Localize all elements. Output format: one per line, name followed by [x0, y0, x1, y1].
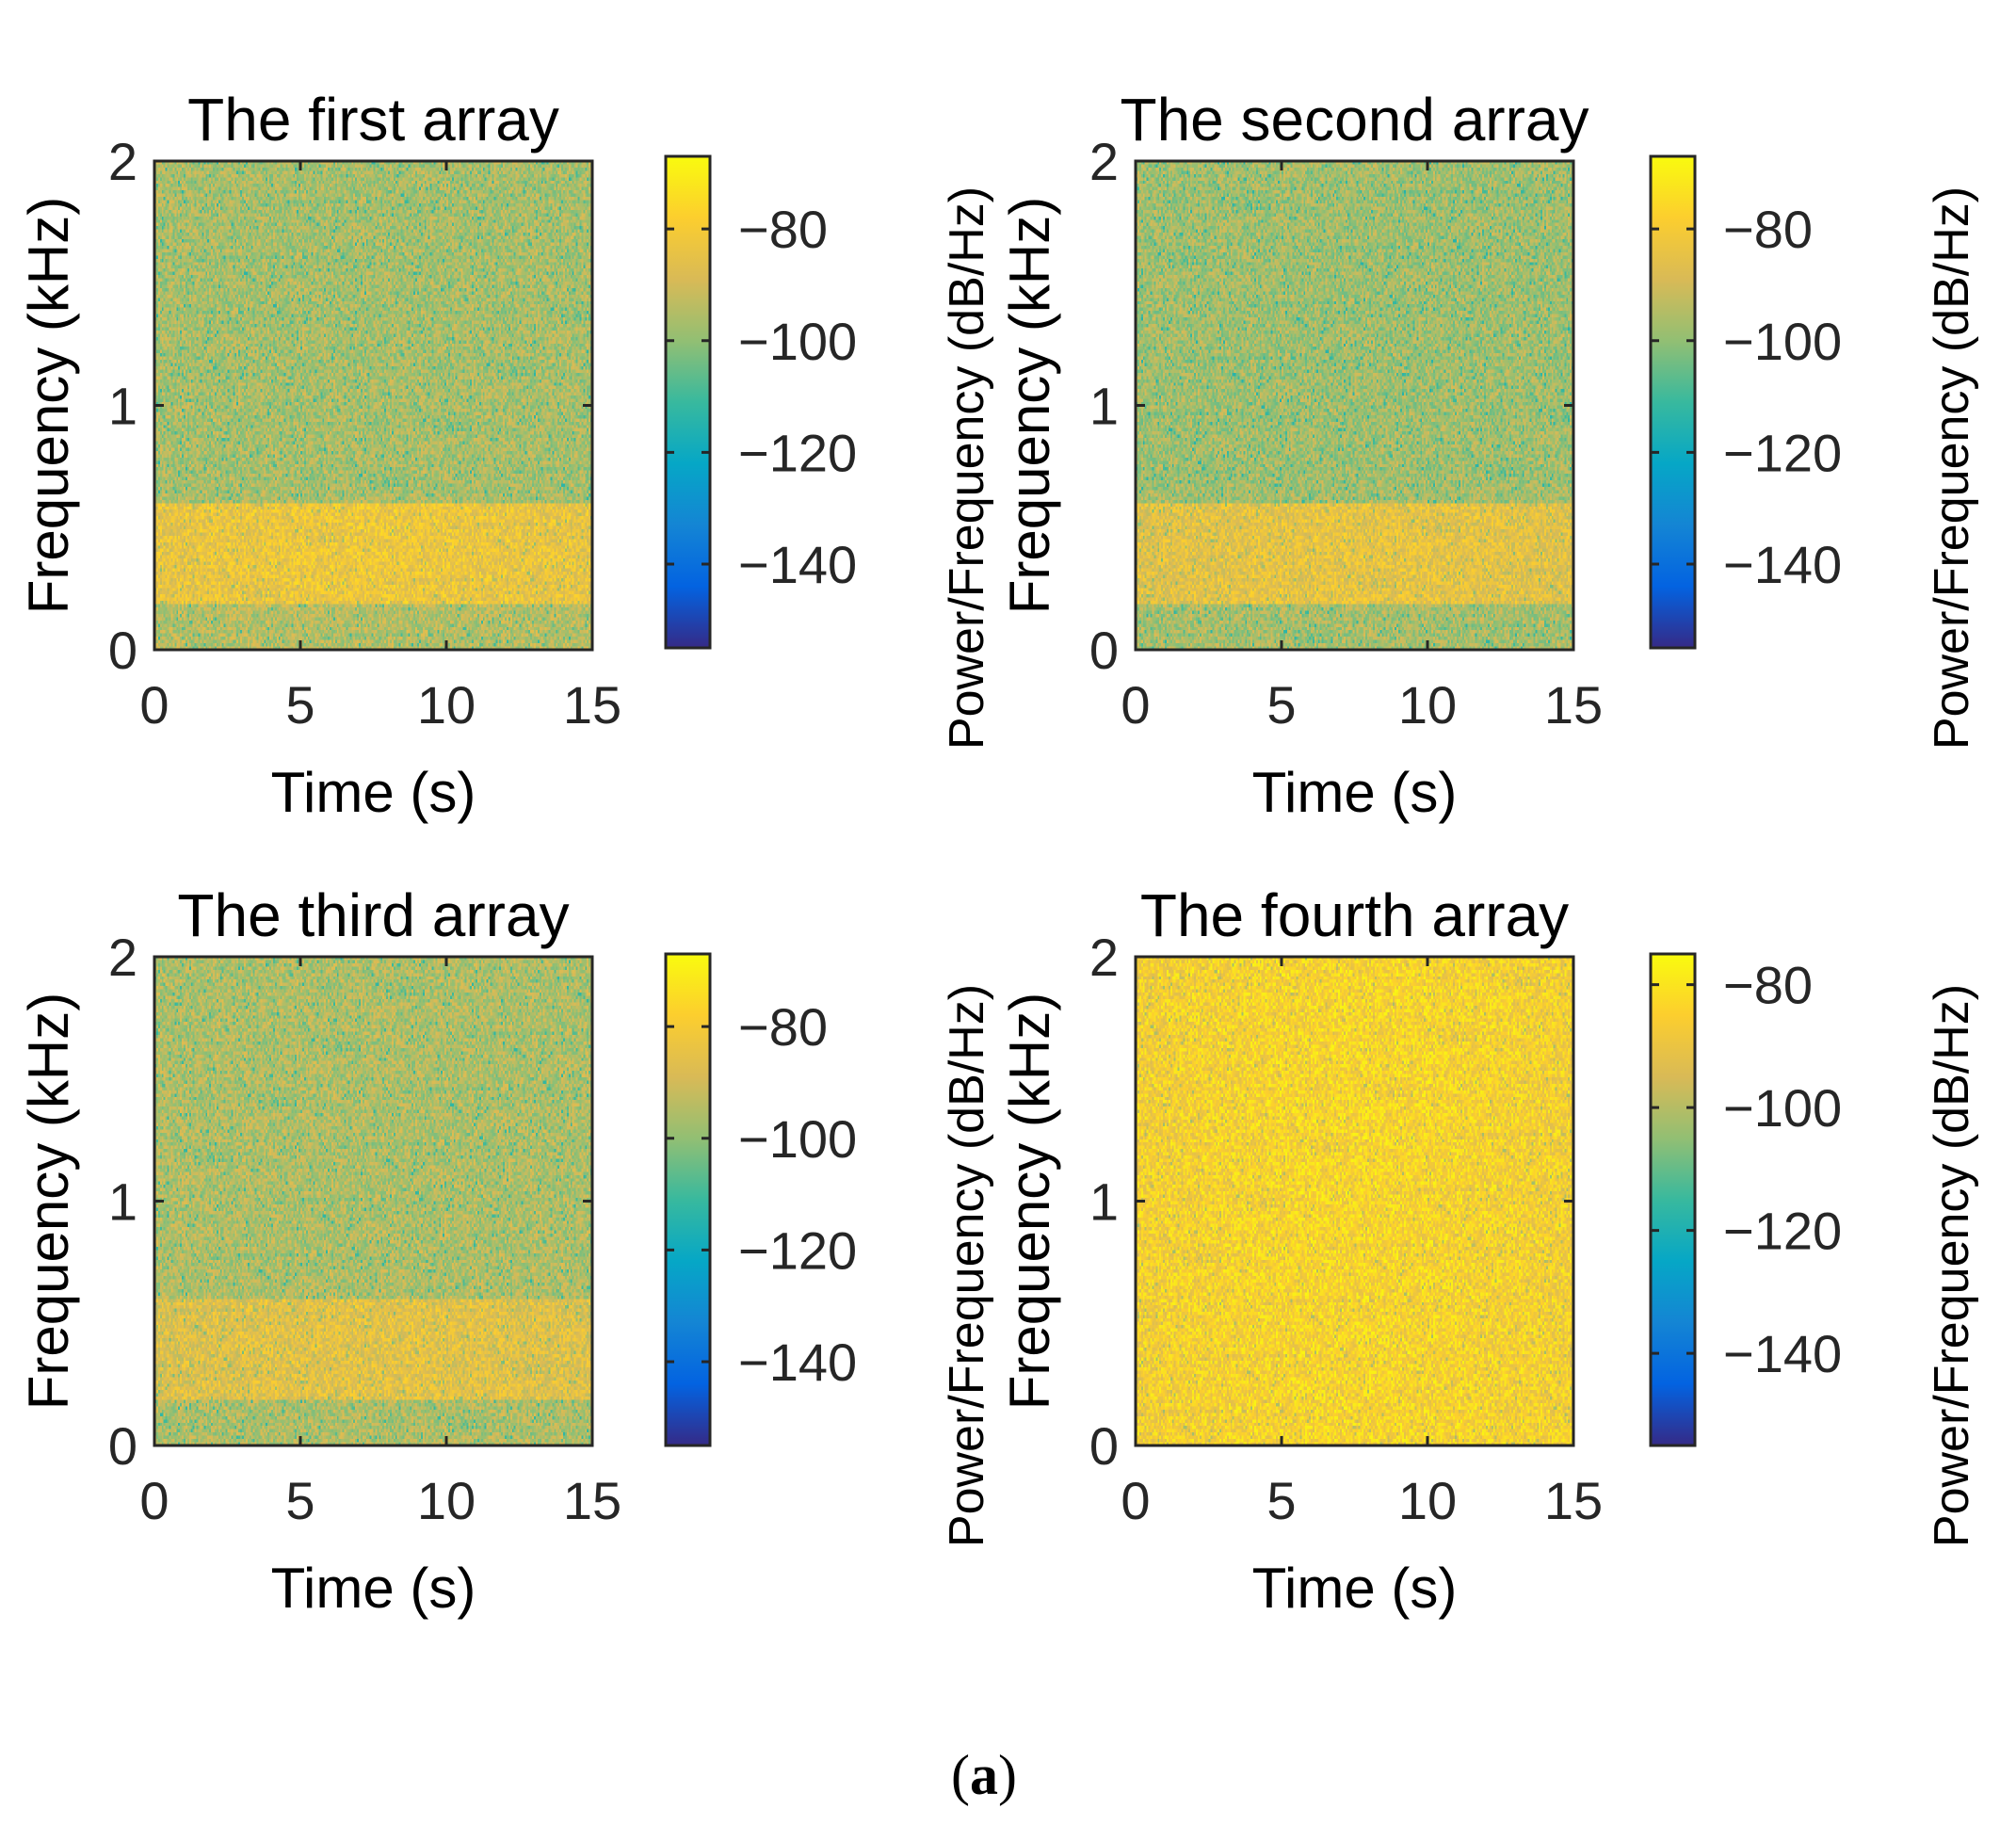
y-tick-label: 0 — [108, 621, 137, 680]
y-tick-label: 2 — [1089, 928, 1119, 987]
colorbar-tick-label: −100 — [738, 312, 857, 371]
colorbar-tick-label: −120 — [1723, 1202, 1842, 1261]
y-axis-label: Frequency (kHz) — [998, 993, 1061, 1410]
colorbar-tick-label: −100 — [1723, 312, 1842, 371]
panel-title: The first array — [187, 86, 559, 153]
colorbar-tick-label: −80 — [1723, 200, 1813, 259]
colorbar-tick-label: −120 — [738, 423, 857, 482]
colorbar-label: Power/Frequency (dB/Hz) — [1925, 984, 1979, 1547]
x-tick-label: 5 — [1266, 675, 1296, 735]
colorbar — [1651, 954, 1695, 1445]
colorbar-tick-label: −80 — [738, 997, 828, 1057]
x-axis-label: Time (s) — [1252, 761, 1458, 824]
x-tick-label: 10 — [417, 675, 476, 735]
y-tick-label: 0 — [108, 1416, 137, 1476]
x-tick-label: 5 — [1266, 1471, 1296, 1530]
x-tick-label: 0 — [1121, 675, 1150, 735]
colorbar-tick-label: −80 — [1723, 956, 1813, 1015]
y-axis-label: Frequency (kHz) — [17, 197, 80, 614]
x-tick-label: 10 — [1398, 675, 1457, 735]
spectrogram-image — [1136, 957, 1573, 1445]
panel-title: The third array — [177, 881, 569, 949]
x-tick-label: 0 — [1121, 1471, 1150, 1530]
y-tick-label: 1 — [108, 1172, 137, 1232]
x-axis-label: Time (s) — [271, 761, 476, 824]
figure-caption: (a) — [951, 1744, 1017, 1806]
colorbar-tick-label: −80 — [738, 200, 828, 259]
y-tick-label: 1 — [1089, 377, 1119, 436]
y-axis-label: Frequency (kHz) — [998, 197, 1061, 614]
y-tick-label: 2 — [108, 132, 137, 191]
spectrogram-panel-3: 0 5 10 15 0 1 2 The third array Time (s) Frequenc… — [17, 881, 994, 1620]
x-tick-label: 10 — [417, 1471, 476, 1530]
spectrogram-panel-1: 0 5 10 15 0 1 2 The first array Time (s) Frequenc… — [17, 86, 994, 824]
spectrogram-panel-4: 0 5 10 15 0 1 2 The fourth array Time (s) Frequen… — [998, 881, 1979, 1620]
x-tick-label: 15 — [563, 675, 621, 735]
colorbar-tick-label: −120 — [1723, 423, 1842, 482]
y-tick-label: 0 — [1089, 1416, 1119, 1476]
colorbar-frame — [664, 952, 712, 1447]
x-tick-label: 10 — [1398, 1471, 1457, 1530]
panel-title: The fourth array — [1140, 881, 1569, 949]
x-tick-label: 5 — [285, 675, 314, 735]
colorbar — [666, 156, 710, 648]
colorbar-frame — [1649, 952, 1697, 1447]
spectrogram-image — [1136, 161, 1573, 650]
y-tick-label: 1 — [1089, 1172, 1119, 1232]
y-tick-label: 1 — [108, 377, 137, 436]
colorbar-label: Power/Frequency (dB/Hz) — [1925, 186, 1979, 750]
spectrogram-image — [154, 161, 592, 650]
colorbar-tick-label: −140 — [738, 1332, 857, 1392]
x-axis-label: Time (s) — [1252, 1557, 1458, 1620]
colorbar-tick-label: −140 — [738, 535, 857, 594]
y-tick-label: 2 — [1089, 132, 1119, 191]
y-tick-label: 0 — [1089, 621, 1119, 680]
colorbar-tick-label: −100 — [1723, 1078, 1842, 1138]
x-axis-label: Time (s) — [271, 1557, 476, 1620]
colorbar — [1651, 156, 1695, 648]
colorbar-tick-label: −120 — [738, 1220, 857, 1280]
colorbar-label: Power/Frequency (dB/Hz) — [940, 186, 994, 750]
colorbar-frame — [1649, 154, 1697, 650]
colorbar-frame — [664, 154, 712, 650]
x-tick-label: 15 — [1544, 675, 1603, 735]
x-tick-label: 5 — [285, 1471, 314, 1530]
y-axis-label: Frequency (kHz) — [17, 993, 80, 1410]
colorbar-label: Power/Frequency (dB/Hz) — [940, 984, 994, 1547]
spectrogram-image — [154, 957, 592, 1445]
x-tick-label: 15 — [563, 1471, 621, 1530]
colorbar-tick-label: −140 — [1723, 535, 1842, 594]
panel-title: The second array — [1120, 86, 1589, 153]
y-tick-label: 2 — [108, 928, 137, 987]
x-tick-label: 0 — [139, 1471, 169, 1530]
x-tick-label: 0 — [139, 675, 169, 735]
colorbar-tick-label: −140 — [1723, 1324, 1842, 1383]
colorbar — [666, 954, 710, 1445]
colorbar-tick-label: −100 — [738, 1109, 857, 1169]
x-tick-label: 15 — [1544, 1471, 1603, 1530]
